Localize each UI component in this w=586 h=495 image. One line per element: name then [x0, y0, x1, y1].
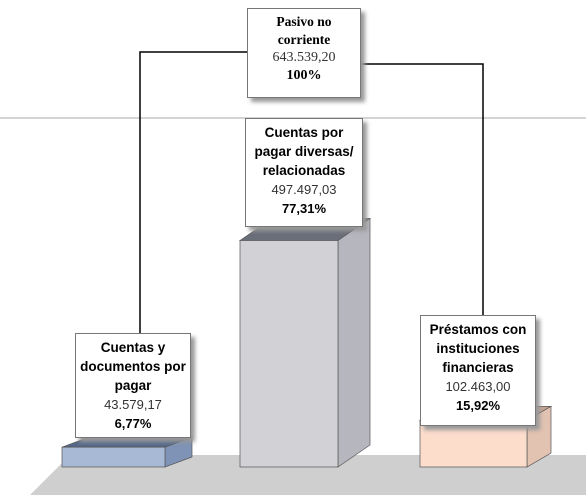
label-box: Cuentas por pagar diversas/ relacionadas…	[245, 118, 363, 227]
label-box: Préstamos con instituciones financieras 1…	[420, 315, 536, 426]
share-label: 6,77%	[114, 416, 152, 431]
connector	[139, 51, 248, 334]
share-label: 77,31%	[281, 201, 327, 216]
root-share: 100%	[286, 68, 322, 83]
root-title: Pasivo no corriente	[276, 14, 332, 47]
bar	[419, 419, 528, 468]
bar	[239, 240, 339, 468]
bar-side	[337, 217, 371, 468]
category-label: Préstamos con instituciones financieras	[429, 322, 527, 375]
category-label: Cuentas por pagar diversas/ relacionadas	[254, 125, 354, 178]
value-label: 43.579,17	[104, 397, 162, 412]
connector	[360, 63, 484, 316]
bar	[61, 446, 166, 468]
value-label: 102.463,00	[445, 379, 511, 394]
share-label: 15,92%	[455, 398, 501, 413]
label-box: Cuentas y documentos por pagar 43.579,17 6…	[75, 333, 191, 438]
root-value: 643.539,20	[272, 50, 336, 65]
category-label: Cuentas y documentos por pagar	[80, 340, 186, 393]
root-box: Pasivo no corriente 643.539,20 100%	[247, 8, 361, 98]
value-label: 497.497,03	[271, 182, 337, 197]
